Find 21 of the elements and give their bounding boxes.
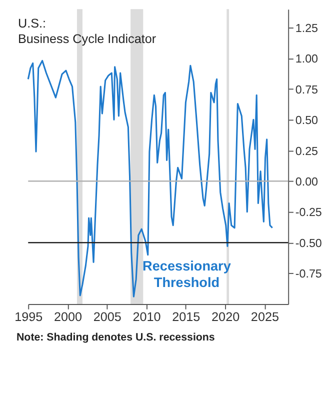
text: U.S.: (18, 16, 46, 31)
x-tick-label: 2005 (93, 310, 122, 324)
y-tick-label: -0.50 (295, 236, 322, 250)
x-tick-label: 1995 (14, 310, 43, 324)
ref-line-label: Recessionary Threshold (142, 258, 232, 290)
y-tick-label: 0.25 (295, 144, 318, 158)
y-tick-label: -0.25 (295, 206, 322, 220)
text: Note: Shading denotes U.S. recessions (16, 331, 215, 344)
x-tick-label: 2015 (172, 310, 200, 324)
y-tick-label: -0.75 (295, 268, 322, 281)
x-tick-label: 2020 (212, 310, 240, 324)
x-tick-label: 2010 (132, 310, 161, 324)
x-tick-label: 2000 (54, 310, 82, 324)
line-series (27, 60, 274, 298)
y-tick-label: 1.25 (295, 22, 318, 35)
y-tick-label: 0.50 (295, 114, 319, 128)
x-tick-label: 2025 (250, 310, 279, 324)
text: Business Cycle Indicator (18, 32, 156, 46)
y-tick-label: 0.00 (295, 176, 319, 189)
y-tick-label: 0.75 (295, 83, 318, 96)
y-tick-label: 1.00 (295, 52, 319, 66)
